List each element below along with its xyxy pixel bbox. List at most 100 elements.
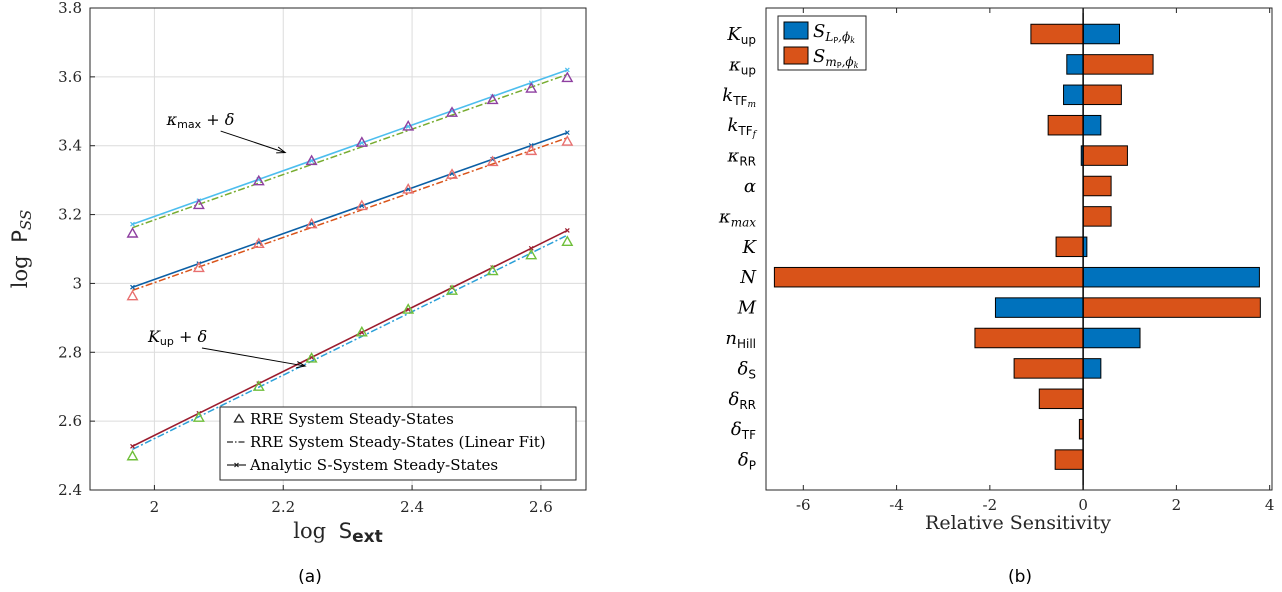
plot-border: [89, 7, 587, 491]
triangle-marker: [486, 93, 499, 105]
y-axis-label-var: P: [8, 230, 32, 243]
triangle-marker: [402, 120, 415, 131]
x-axis-label-sub: ext: [352, 527, 383, 547]
triangle-marker: [192, 198, 205, 210]
y-tick-label: 3: [72, 274, 82, 292]
triangle-marker: [525, 82, 538, 93]
y-tick-label: 2.4: [58, 481, 82, 499]
category-label: δP: [738, 450, 756, 473]
x-tick-label: 0: [1078, 496, 1088, 514]
y-tick-label: 3.2: [58, 206, 82, 224]
x-tick-label: -6: [796, 496, 811, 514]
category-label: κmax: [718, 206, 756, 229]
bar: [1082, 358, 1102, 379]
x-tick-label: 2: [1172, 496, 1182, 514]
triangle-marker: [192, 411, 205, 422]
analytic-line: [132, 131, 568, 288]
x-axis-label: log Sext: [293, 519, 382, 547]
x-axis-label-var: S: [339, 519, 352, 543]
analytic-x-marker: [359, 140, 365, 146]
category-label: N: [739, 267, 757, 288]
bar: [1082, 266, 1260, 288]
fit-line: [132, 137, 568, 292]
fit-line: [132, 234, 568, 451]
category-label: κRR: [727, 146, 757, 169]
bar-chart-panel: -6 -4 -2 0 2 4 Kup κup kTFm kTFf κRR α κmax KNMnHill…: [718, 7, 1275, 587]
legend-entry-lp: SLP,ϕk: [813, 21, 855, 45]
bar: [1013, 358, 1084, 379]
bar: [994, 297, 1084, 318]
bar: [1082, 145, 1128, 166]
y-tick-labels: 2.4 2.6 2.8 3 3.2 3.4 3.6 3.8: [58, 0, 82, 499]
legend-entry-analytic: Analytic S-System Steady-States: [249, 456, 498, 474]
bar: [1082, 54, 1154, 75]
legend: RRE System Steady-States RRE System Stea…: [219, 406, 577, 481]
legend-entry-mp: SmP,ϕk: [813, 46, 859, 70]
x-tick-label: -2: [983, 496, 998, 514]
triangle-marker: [446, 284, 459, 295]
bar: [1038, 388, 1084, 410]
triangle-marker: [525, 144, 538, 156]
legend-swatch-lp: [783, 21, 809, 40]
x-tick-label: 4: [1265, 496, 1275, 514]
x-tick-label: 2.6: [529, 498, 553, 516]
category-label: M: [737, 298, 757, 319]
legend-triangle-marker: [233, 413, 245, 423]
triangle-marker: [561, 235, 574, 246]
bar: [1066, 54, 1084, 75]
bar: [1063, 84, 1084, 106]
y-axis-label: log PSS: [8, 210, 35, 288]
triangle-marker: [402, 303, 415, 314]
triangle-marker: [252, 237, 265, 249]
bars: [773, 23, 1261, 470]
category-label: α: [744, 176, 756, 197]
x-axis-label-log: log: [293, 519, 326, 543]
bar: [1082, 23, 1121, 45]
analytic-x-marker: [564, 227, 570, 233]
triangle-marker: [355, 325, 368, 337]
y-axis-label-log: log: [8, 255, 32, 288]
line-chart-panel: κmax + δ Kup + δ 2 2.2 2.4 2.6 2.4 2.6 2.8 3 3.2…: [8, 0, 587, 587]
analytic-x-marker: [564, 130, 570, 136]
bar: [1082, 84, 1122, 106]
triangle-marker: [402, 183, 415, 194]
bar: [1082, 206, 1112, 227]
bar: [1055, 236, 1084, 258]
x-tick-label: 2.4: [400, 498, 424, 516]
analytic-line: [132, 69, 568, 225]
bar: [1054, 449, 1084, 470]
analytic-x-marker: [130, 221, 135, 227]
y-tick-label: 2.6: [58, 412, 82, 430]
triangle-marker: [355, 199, 368, 211]
data-markers: [126, 71, 574, 461]
category-label: kTFm: [722, 85, 756, 110]
annotation-arrowhead: [276, 146, 287, 154]
triangle-marker: [446, 106, 459, 117]
y-tick-label: 3.8: [58, 0, 82, 17]
analytic-x-marker: [528, 245, 534, 251]
analytic-x-marker: [130, 443, 135, 449]
triangle-marker: [126, 227, 139, 238]
category-label: kTFf: [728, 115, 758, 140]
triangle-marker: [126, 289, 139, 301]
legend-box: [219, 406, 577, 481]
triangle-marker: [305, 154, 318, 166]
triangle-marker: [486, 155, 499, 167]
legend: SLP,ϕk SmP,ϕk: [777, 15, 867, 71]
y-tick-label: 3.4: [58, 137, 82, 155]
bar: [1030, 23, 1084, 45]
triangle-marker: [355, 136, 368, 147]
triangle-marker: [252, 380, 265, 391]
category-label: K: [742, 237, 758, 258]
triangle-marker: [305, 217, 318, 229]
bar: [1082, 327, 1141, 349]
legend-entry-rre: RRE System Steady-States: [250, 410, 454, 428]
category-label: δTF: [731, 419, 756, 442]
x-tick-label: 2: [150, 498, 160, 516]
annotations: κmax + δ Kup + δ: [147, 110, 307, 369]
triangle-marker: [192, 261, 205, 273]
panel-label-b: (b): [1008, 567, 1032, 587]
x-tick-label: -4: [889, 496, 904, 514]
